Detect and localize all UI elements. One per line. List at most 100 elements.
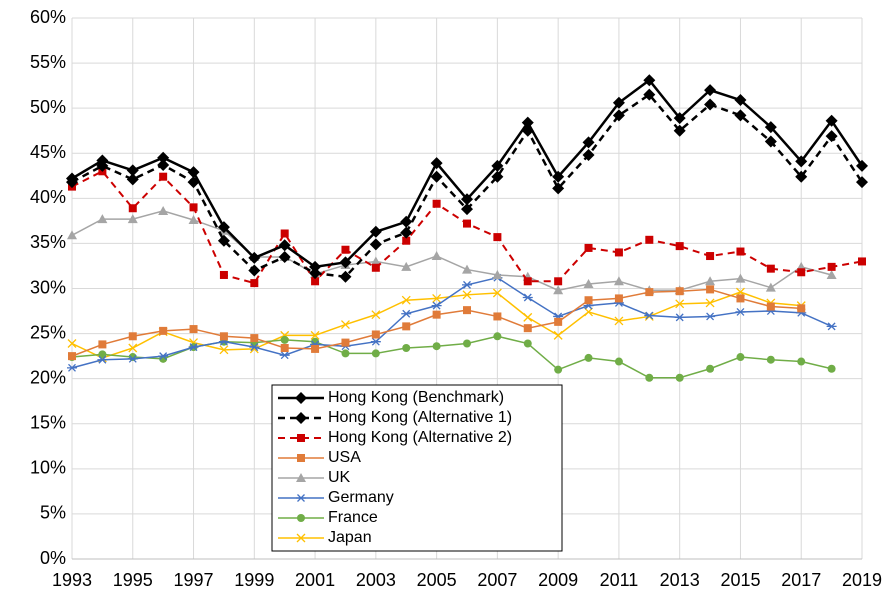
marker — [521, 116, 534, 129]
marker — [766, 264, 775, 273]
marker — [371, 263, 380, 272]
marker — [675, 299, 685, 309]
marker — [370, 337, 381, 346]
marker — [734, 109, 747, 122]
marker — [705, 276, 716, 286]
marker — [248, 264, 261, 277]
marker — [462, 280, 472, 289]
marker — [67, 230, 77, 240]
legend-box — [271, 384, 563, 552]
marker — [279, 351, 290, 360]
marker — [159, 326, 168, 335]
marker — [492, 269, 503, 279]
marker — [189, 203, 198, 212]
marker — [765, 282, 776, 292]
marker — [248, 251, 261, 264]
marker — [341, 320, 350, 330]
marker — [552, 170, 565, 183]
marker — [68, 352, 76, 361]
marker — [188, 214, 199, 224]
x-tick-label: 2005 — [417, 570, 457, 590]
marker — [219, 270, 228, 279]
legend-label: Hong Kong (Alternative 2) — [328, 429, 512, 446]
marker — [339, 256, 352, 269]
marker — [766, 302, 775, 311]
y-tick-label: 0% — [40, 548, 66, 568]
y-tick-label: 30% — [30, 277, 66, 297]
marker — [492, 288, 502, 298]
marker — [297, 454, 305, 462]
legend-label: UK — [328, 469, 351, 486]
marker — [311, 277, 320, 286]
marker — [159, 172, 168, 181]
marker — [309, 260, 322, 273]
marker — [827, 262, 836, 271]
marker — [432, 199, 441, 208]
marker — [402, 322, 411, 331]
marker — [402, 236, 411, 245]
marker — [523, 312, 533, 322]
y-tick-label: 25% — [30, 322, 66, 342]
marker — [369, 238, 382, 251]
marker — [431, 251, 442, 261]
legend-label: Japan — [328, 529, 372, 546]
marker — [369, 225, 382, 238]
marker — [297, 514, 305, 522]
marker — [280, 335, 289, 344]
marker — [764, 135, 777, 148]
marker — [463, 219, 471, 228]
marker — [96, 154, 109, 167]
marker — [736, 294, 745, 303]
marker — [826, 322, 837, 331]
marker — [189, 325, 198, 334]
marker — [645, 288, 654, 297]
marker — [341, 245, 350, 254]
marker — [704, 84, 717, 97]
x-tick-label: 2011 — [600, 570, 639, 590]
marker — [554, 365, 563, 374]
marker — [461, 203, 473, 216]
marker — [250, 334, 259, 343]
marker — [826, 269, 837, 279]
marker — [582, 136, 595, 149]
marker — [674, 313, 685, 322]
marker — [309, 267, 322, 280]
marker — [431, 301, 442, 310]
marker — [493, 233, 502, 242]
marker — [98, 340, 107, 349]
x-tick-label: 1993 — [52, 570, 92, 590]
marker — [584, 243, 593, 252]
marker — [66, 172, 78, 185]
y-tick-label: 45% — [30, 142, 66, 162]
marker — [461, 193, 473, 206]
marker — [67, 363, 77, 372]
marker — [127, 214, 138, 224]
marker — [856, 159, 868, 172]
marker — [341, 338, 350, 347]
marker — [795, 155, 808, 168]
marker — [705, 298, 715, 308]
marker — [400, 226, 413, 239]
marker — [675, 287, 684, 296]
marker — [219, 332, 228, 341]
legend-label: Hong Kong (Benchmark) — [328, 389, 504, 406]
marker — [311, 344, 320, 353]
marker — [584, 353, 593, 362]
marker — [278, 239, 291, 252]
marker — [297, 434, 305, 442]
marker — [705, 312, 716, 321]
marker — [491, 159, 504, 172]
legend-label: France — [328, 509, 378, 526]
marker — [612, 96, 625, 109]
marker — [675, 242, 684, 251]
marker — [735, 307, 746, 316]
marker — [158, 352, 169, 361]
marker — [295, 392, 307, 404]
marker — [371, 310, 381, 320]
marker — [584, 296, 593, 305]
marker — [706, 285, 715, 294]
marker — [463, 306, 471, 315]
x-tick-label: 2013 — [660, 570, 700, 590]
marker — [522, 293, 533, 302]
marker — [614, 248, 623, 257]
